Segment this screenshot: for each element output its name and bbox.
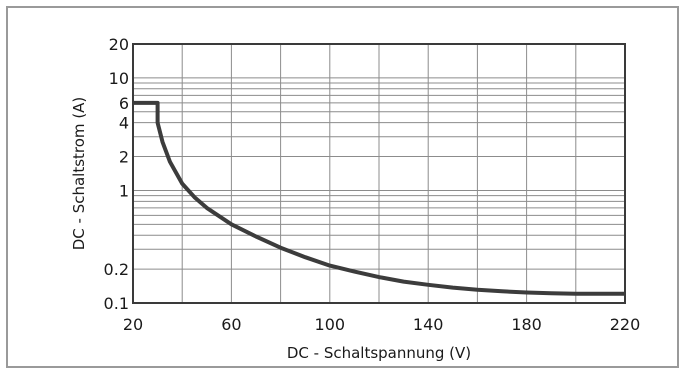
plot-border — [132, 43, 626, 304]
y-tick-label: 20 — [109, 35, 129, 54]
y-tick-label: 4 — [119, 114, 129, 133]
y-axis-label: DC - Schaltstrom (A) — [70, 97, 88, 251]
x-axis-label: DC - Schaltspannung (V) — [287, 344, 471, 362]
y-tick-label: 1 — [119, 181, 129, 200]
x-tick-label: 140 — [413, 315, 444, 334]
x-tick-label: 100 — [315, 315, 346, 334]
x-tick-label: 220 — [610, 315, 641, 334]
x-tick-label: 60 — [221, 315, 241, 334]
chart: 20 60 100 140 180 220 0.1 0.2 1 2 46 10 20 DC - Sch… — [70, 35, 640, 362]
x-gridlines — [181, 44, 577, 303]
x-tick-labels: 20 60 100 140 180 220 — [123, 315, 640, 334]
y-tick-label: 2 — [119, 148, 129, 167]
x-tick-label: 20 — [123, 315, 143, 334]
series-group — [133, 100, 625, 296]
y-gridlines — [133, 77, 625, 270]
y-tick-label: 0.1 — [104, 294, 129, 313]
x-tick-label: 180 — [511, 315, 542, 334]
series-line-1 — [133, 100, 625, 296]
y-tick-labels: 0.1 0.2 1 2 46 10 20 — [104, 35, 129, 313]
chart-frame: 20 60 100 140 180 220 0.1 0.2 1 2 4 6 10 20 DC - Sch… — [6, 6, 679, 368]
y-tick-label: 10 — [109, 69, 129, 88]
y-tick-label: 6 — [119, 94, 129, 113]
y-tick-label: 0.2 — [104, 260, 129, 279]
